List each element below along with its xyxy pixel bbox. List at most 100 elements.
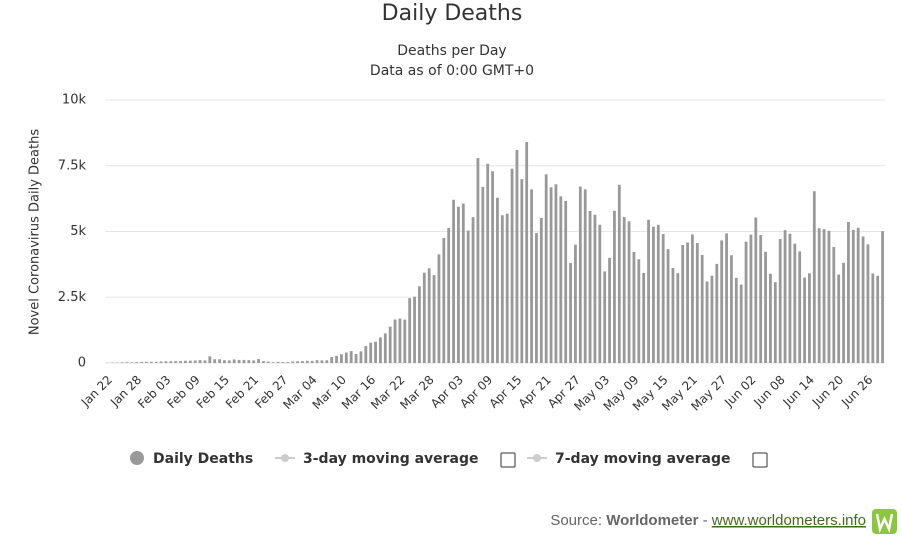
- bar: [227, 360, 231, 363]
- x-tick-label: Jun 08: [750, 373, 787, 410]
- bar: [257, 359, 260, 363]
- subtitle: Data as of 0:00 GMT+0: [370, 63, 534, 79]
- y-tick-label: 10k: [62, 93, 87, 108]
- bar: [271, 362, 275, 363]
- bar: [691, 234, 694, 363]
- bar: [369, 342, 373, 363]
- bar: [686, 242, 689, 363]
- bar: [218, 359, 221, 363]
- bar: [281, 362, 285, 363]
- bar: [803, 277, 806, 363]
- bar: [783, 230, 787, 363]
- bar: [125, 362, 129, 363]
- bar: [671, 267, 675, 363]
- legend-label[interactable]: 7-day moving average: [555, 451, 731, 467]
- bar: [720, 240, 724, 363]
- bar: [593, 214, 597, 363]
- bar: [788, 233, 792, 363]
- bar: [208, 356, 212, 363]
- bar: [442, 237, 446, 363]
- bar: [422, 272, 426, 363]
- bar: [374, 341, 377, 363]
- bar: [574, 244, 577, 363]
- bar: [622, 217, 626, 363]
- bar: [149, 361, 153, 363]
- bar: [773, 282, 777, 363]
- legend-label[interactable]: 3-day moving average: [303, 451, 479, 467]
- bar: [764, 251, 767, 363]
- bar: [832, 247, 836, 363]
- checkbox[interactable]: [752, 452, 768, 468]
- bar: [617, 184, 621, 363]
- bar: [608, 257, 611, 363]
- x-tick-label: Jun 14: [780, 373, 817, 410]
- bar: [642, 272, 646, 363]
- bar: [769, 273, 772, 363]
- legend-label[interactable]: Daily Deaths: [153, 451, 253, 467]
- x-tick-label: Jun 26: [838, 373, 875, 410]
- bar: [310, 360, 314, 363]
- bar: [184, 360, 187, 363]
- y-axis-label: Novel Coronavirus Daily Deaths: [28, 129, 43, 335]
- bar: [730, 255, 733, 363]
- chart-title: Daily Deaths: [382, 1, 523, 26]
- bar: [564, 200, 568, 363]
- bar: [203, 360, 207, 363]
- bar: [515, 150, 519, 363]
- bar: [856, 227, 860, 363]
- y-tick-label: 2.5k: [58, 290, 87, 305]
- bar: [598, 224, 602, 363]
- bar: [652, 226, 655, 363]
- source-link[interactable]: www.worldometers.info: [711, 512, 866, 529]
- bar: [681, 244, 685, 363]
- bar: [174, 361, 178, 363]
- bar: [695, 243, 699, 363]
- bar: [798, 251, 802, 363]
- bar: [749, 234, 753, 363]
- bar: [491, 171, 494, 363]
- bar: [447, 227, 451, 363]
- legend-marker: [533, 454, 541, 462]
- bar: [330, 356, 334, 363]
- bar: [262, 361, 265, 363]
- bar: [705, 281, 709, 363]
- bar: [354, 354, 358, 363]
- bar: [656, 224, 660, 363]
- bar: [486, 163, 490, 363]
- bar: [778, 239, 782, 363]
- bar: [637, 259, 641, 363]
- bar: [120, 362, 124, 363]
- bar: [432, 275, 436, 363]
- checkbox[interactable]: [500, 452, 516, 468]
- bar: [793, 243, 797, 363]
- bar: [388, 326, 392, 363]
- bar: [418, 286, 421, 363]
- bar: [476, 158, 480, 363]
- bar: [169, 361, 173, 363]
- y-tick-label: 5k: [70, 224, 86, 239]
- bar: [715, 263, 719, 363]
- bar: [505, 213, 509, 363]
- y-tick-label: 0: [78, 356, 86, 371]
- bar: [812, 191, 816, 363]
- bar: [837, 274, 841, 363]
- bar: [627, 221, 631, 363]
- bar: [661, 234, 665, 363]
- bar: [320, 360, 324, 363]
- bar: [817, 228, 821, 363]
- bar: [603, 271, 607, 363]
- bar: [632, 251, 636, 363]
- bar: [305, 360, 309, 363]
- bar: [822, 229, 826, 363]
- bar: [881, 231, 884, 363]
- bar: [383, 333, 387, 363]
- x-tick-label: Jun 02: [721, 373, 758, 410]
- bar: [739, 284, 743, 363]
- bar: [393, 319, 397, 363]
- bar: [145, 361, 148, 363]
- bar: [198, 360, 202, 363]
- bar: [530, 189, 533, 363]
- source-name: Worldometer: [606, 512, 698, 529]
- source-prefix: Source:: [550, 512, 602, 529]
